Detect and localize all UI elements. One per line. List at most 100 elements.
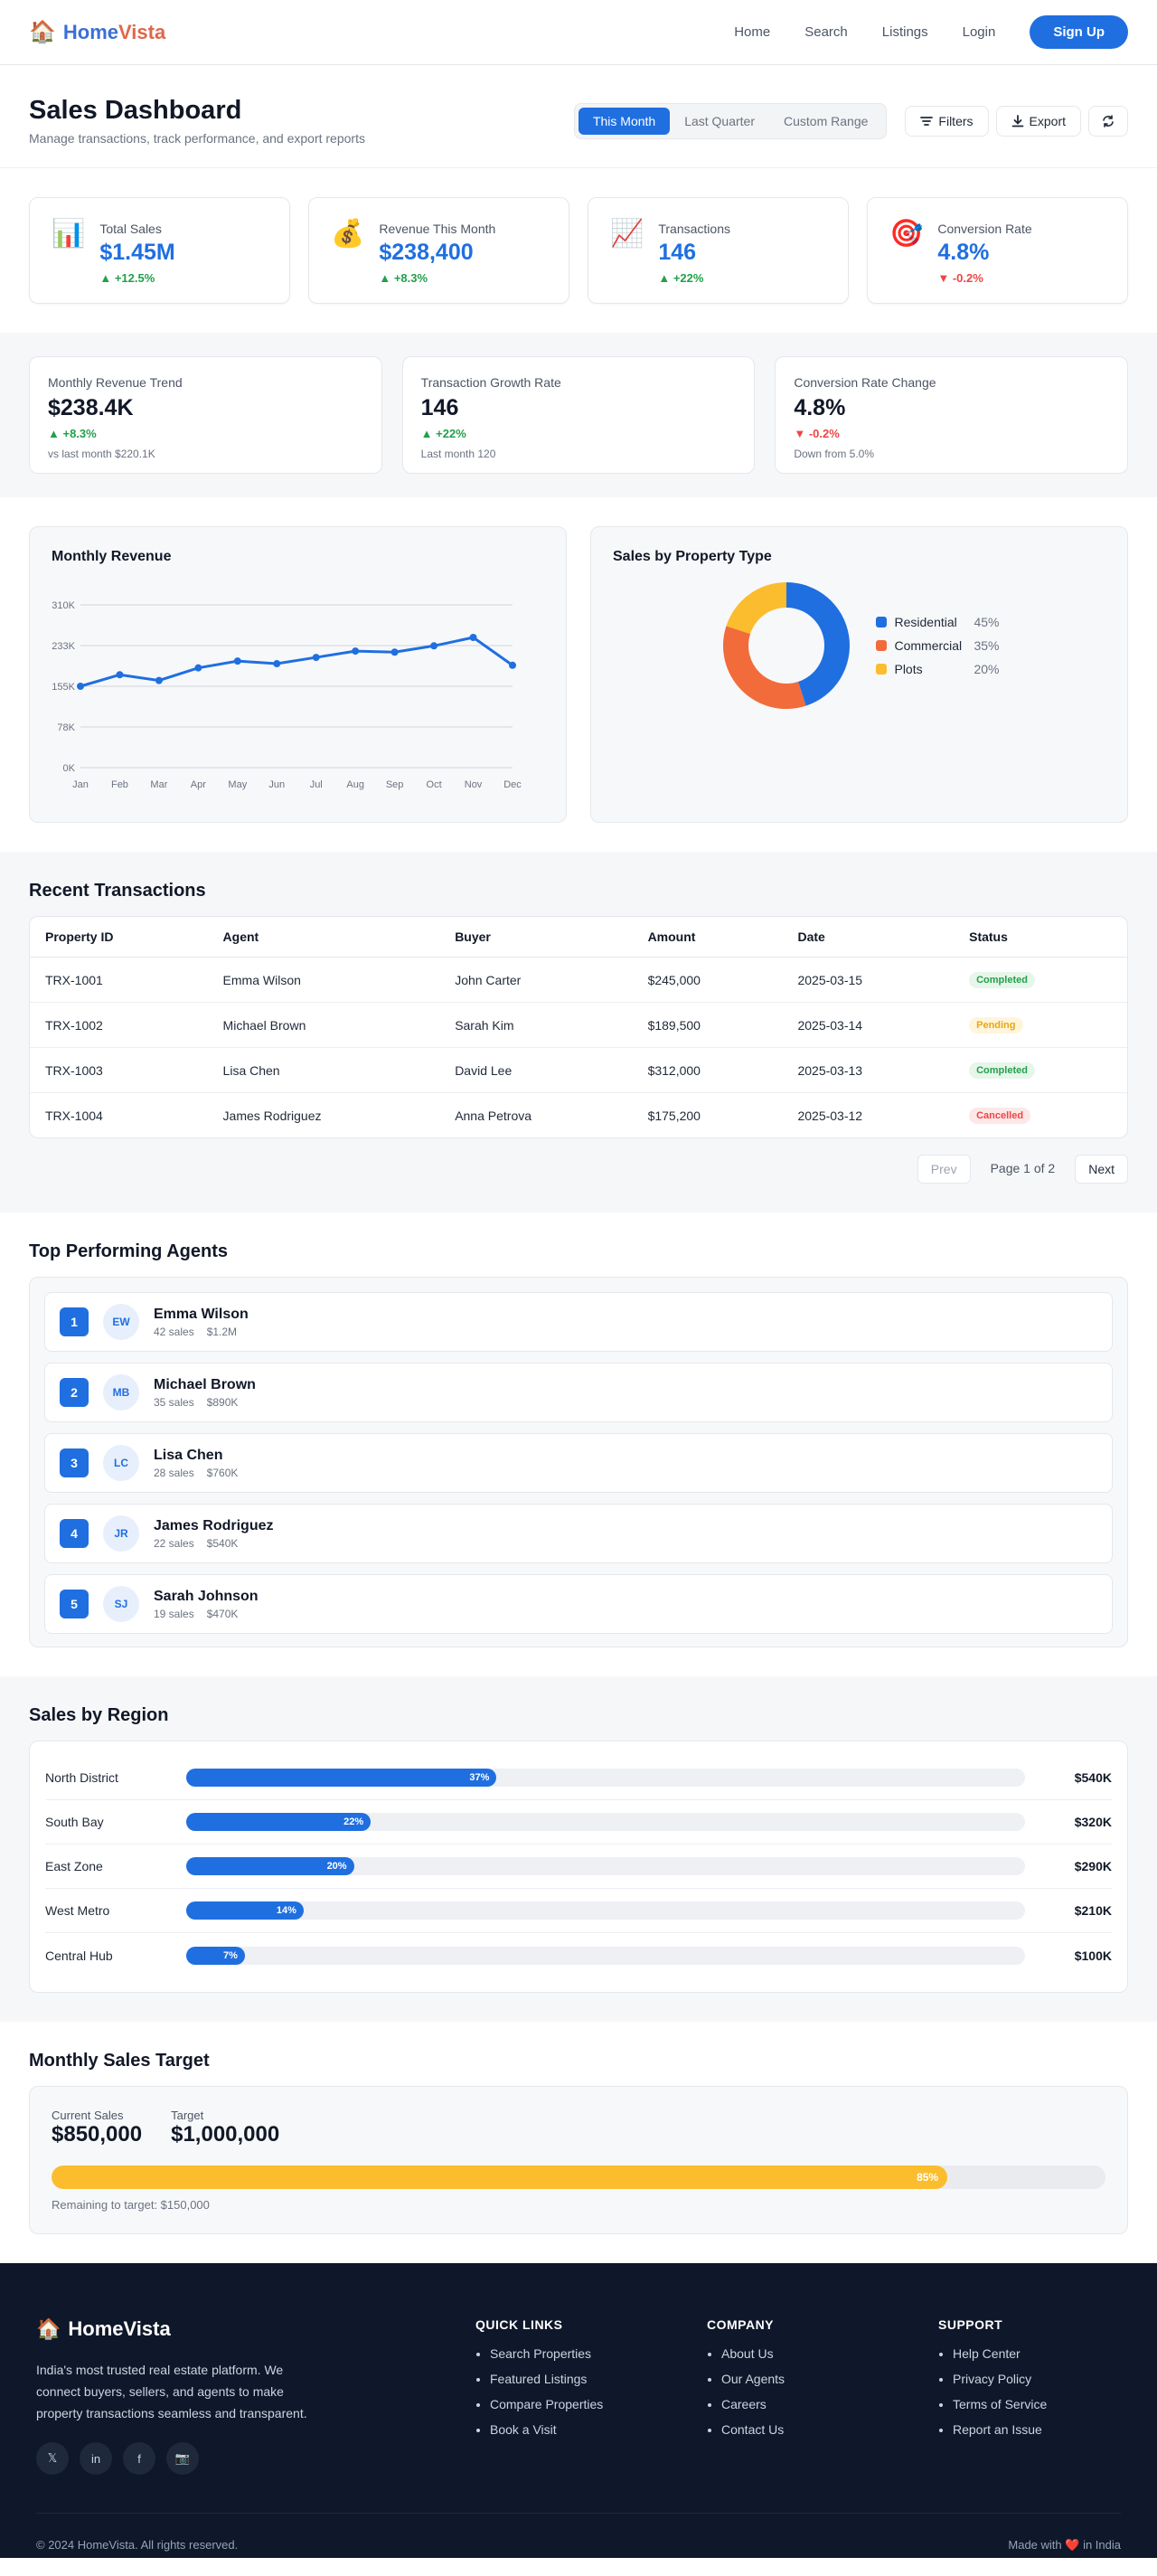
- nav-link-login[interactable]: Login: [962, 24, 996, 40]
- agents-section: Top Performing Agents 1 EW Emma Wilson 42 s…: [0, 1213, 1157, 1676]
- x-tick-label: Jun: [268, 779, 285, 790]
- table-row[interactable]: TRX-1002 Michael Brown Sarah Kim $189,500 20…: [30, 1002, 1127, 1048]
- footer-link-help-center[interactable]: Help Center: [953, 2346, 1121, 2361]
- footer-col-title: QUICK LINKS: [475, 2317, 563, 2332]
- metric-change: ▲ +8.3%: [48, 427, 97, 440]
- stat-card-revenue-this-month: 💰 Revenue This Month $238,400 ▲ +8.3%: [308, 197, 569, 304]
- range-custom[interactable]: Custom Range: [784, 113, 869, 128]
- metric-card-conversion-rate-change: Conversion Rate Change 4.8% ▼ -0.2% Down fr…: [775, 356, 1128, 474]
- stat-cards: 📊 Total Sales $1.45M ▲ +12.5% 💰 Revenue This …: [0, 168, 1157, 333]
- region-row-central-hub: Central Hub 7% $100K: [45, 1933, 1112, 1977]
- x-tick-label: Feb: [111, 779, 128, 790]
- table-row[interactable]: TRX-1003 Lisa Chen David Lee $312,000 2025-0…: [30, 1047, 1127, 1093]
- range-this-month[interactable]: This Month: [578, 107, 671, 135]
- footer-col-support: SUPPORT Help Center Privacy Policy Terms of…: [924, 2317, 1121, 2513]
- region-bar-track: 37%: [186, 1769, 1025, 1787]
- arrow-up-icon: ▲: [48, 427, 63, 440]
- footer-link-contact-us[interactable]: Contact Us: [721, 2422, 924, 2437]
- linkedin-icon[interactable]: in: [80, 2442, 112, 2475]
- current-sales-value: $850,000: [52, 2122, 143, 2147]
- cell-status: Pending: [954, 1002, 1127, 1048]
- signup-button[interactable]: Sign Up: [1030, 15, 1128, 49]
- target-value: $1,000,000: [171, 2122, 280, 2147]
- stat-change: ▼ -0.2%: [937, 271, 983, 285]
- avatar: EW: [103, 1304, 139, 1340]
- stat-change: ▲ +8.3%: [379, 271, 428, 285]
- x-tick-label: May: [228, 779, 247, 790]
- table-row[interactable]: TRX-1001 Emma Wilson John Carter $245,000 20…: [30, 957, 1127, 1003]
- footer-col-company: COMPANY About Us Our Agents Careers Contact …: [692, 2317, 924, 2513]
- agent-sales: 28 sales: [154, 1466, 194, 1479]
- logo[interactable]: 🏠 HomeVista: [29, 20, 166, 44]
- range-last-quarter[interactable]: Last Quarter: [684, 113, 756, 128]
- filters-button[interactable]: Filters: [905, 105, 989, 137]
- rank-badge: 5: [60, 1590, 89, 1618]
- stat-change: ▲ +22%: [658, 271, 704, 285]
- nav-link-search[interactable]: Search: [804, 24, 848, 40]
- chart-title: Sales by Property Type: [613, 549, 772, 564]
- footer-link-featured-listings[interactable]: Featured Listings: [490, 2372, 692, 2386]
- footer-link-privacy-policy[interactable]: Privacy Policy: [953, 2372, 1121, 2386]
- agent-name: James Rodriguez: [154, 1517, 274, 1533]
- target-section: Monthly Sales Target Current Sales $850,…: [0, 2022, 1157, 2263]
- footer-link-careers[interactable]: Careers: [721, 2397, 924, 2411]
- table-row[interactable]: TRX-1004 James Rodriguez Anna Petrova $175,…: [30, 1093, 1127, 1138]
- agent-item[interactable]: 2 MB Michael Brown 35 sales $890K: [44, 1363, 1113, 1422]
- agent-item[interactable]: 1 EW Emma Wilson 42 sales $1.2M: [44, 1292, 1113, 1352]
- made-in-india: Made with ❤️ in India: [1008, 2537, 1121, 2552]
- agent-name: Lisa Chen: [154, 1447, 223, 1463]
- section-title: Sales by Region: [29, 1705, 169, 1725]
- arrow-down-icon: ▼: [937, 271, 953, 285]
- footer-link-compare-properties[interactable]: Compare Properties: [490, 2397, 692, 2411]
- footer-link-report-an-issue[interactable]: Report an Issue: [953, 2422, 1121, 2437]
- metric-change: ▼ -0.2%: [794, 427, 840, 440]
- next-button[interactable]: Next: [1075, 1155, 1128, 1184]
- cell-date: 2025-03-13: [782, 1047, 955, 1093]
- agent-item[interactable]: 3 LC Lisa Chen 28 sales $760K: [44, 1433, 1113, 1493]
- trend-up-icon: 📈: [610, 219, 644, 249]
- section-title: Top Performing Agents: [29, 1241, 228, 1261]
- nav-link-home[interactable]: Home: [734, 24, 771, 40]
- nav-link-listings[interactable]: Listings: [881, 24, 928, 40]
- instagram-icon[interactable]: 📷: [166, 2442, 199, 2475]
- copyright: © 2024 HomeVista. All rights reserved.: [36, 2538, 239, 2552]
- footer-link-search-properties[interactable]: Search Properties: [490, 2346, 692, 2361]
- transactions-table: Property ID Agent Buyer Amount Date Status TR…: [30, 917, 1127, 1137]
- footer-link-terms-of-service[interactable]: Terms of Service: [953, 2397, 1121, 2411]
- footer-link-book-a-visit[interactable]: Book a Visit: [490, 2422, 692, 2437]
- legend-item-residential: Residential 45%: [876, 615, 1000, 629]
- date-range-toggle: This Month Last Quarter Custom Range: [573, 102, 888, 139]
- line-chart: 0K 78K 155K 233K 310K Jan Feb Mar Apr May Jun Jul Au…: [52, 600, 522, 790]
- cell-agent: Michael Brown: [207, 1002, 440, 1048]
- footer-link-our-agents[interactable]: Our Agents: [721, 2372, 924, 2386]
- x-icon[interactable]: 𝕏: [36, 2442, 69, 2475]
- cell-buyer: John Carter: [439, 957, 633, 1003]
- metrics-section: Monthly Revenue Trend $238.4K ▲ +8.3% vs la…: [0, 333, 1157, 497]
- region-bar-fill: 22%: [186, 1813, 372, 1831]
- avatar: LC: [103, 1445, 139, 1481]
- footer-link-about-us[interactable]: About Us: [721, 2346, 924, 2361]
- footer-logo[interactable]: 🏠 HomeVista: [36, 2317, 171, 2340]
- cell-status: Cancelled: [954, 1093, 1127, 1138]
- target-card: Current Sales $850,000 Target $1,000,000…: [29, 2086, 1128, 2234]
- facebook-icon[interactable]: f: [123, 2442, 155, 2475]
- col-header-agent: Agent: [207, 917, 440, 958]
- region-bar-track: 20%: [186, 1857, 1025, 1875]
- region-name: South Bay: [45, 1815, 104, 1829]
- agent-item[interactable]: 4 JR James Rodriguez 22 sales $540K: [44, 1504, 1113, 1563]
- y-tick-label: 310K: [52, 600, 75, 611]
- bar-chart-icon: 📊: [52, 219, 86, 249]
- prev-button[interactable]: Prev: [917, 1155, 971, 1184]
- metric-card-transaction-growth-rate: Transaction Growth Rate 146 ▲ +22% Last mon…: [401, 356, 756, 474]
- cell-buyer: David Lee: [439, 1047, 633, 1093]
- cell-date: 2025-03-15: [782, 957, 955, 1003]
- pagination: Prev Page 1 of 2 Next: [29, 1155, 1128, 1184]
- export-button[interactable]: Export: [995, 105, 1081, 137]
- region-value: $320K: [1074, 1815, 1112, 1829]
- stat-value: 4.8%: [937, 240, 990, 265]
- cell-status: Completed: [954, 957, 1127, 1003]
- refresh-button[interactable]: [1088, 105, 1128, 137]
- footer-col-title: COMPANY: [707, 2317, 775, 2332]
- data-point-nov: [469, 634, 477, 641]
- agent-item[interactable]: 5 SJ Sarah Johnson 19 sales $470K: [44, 1574, 1113, 1634]
